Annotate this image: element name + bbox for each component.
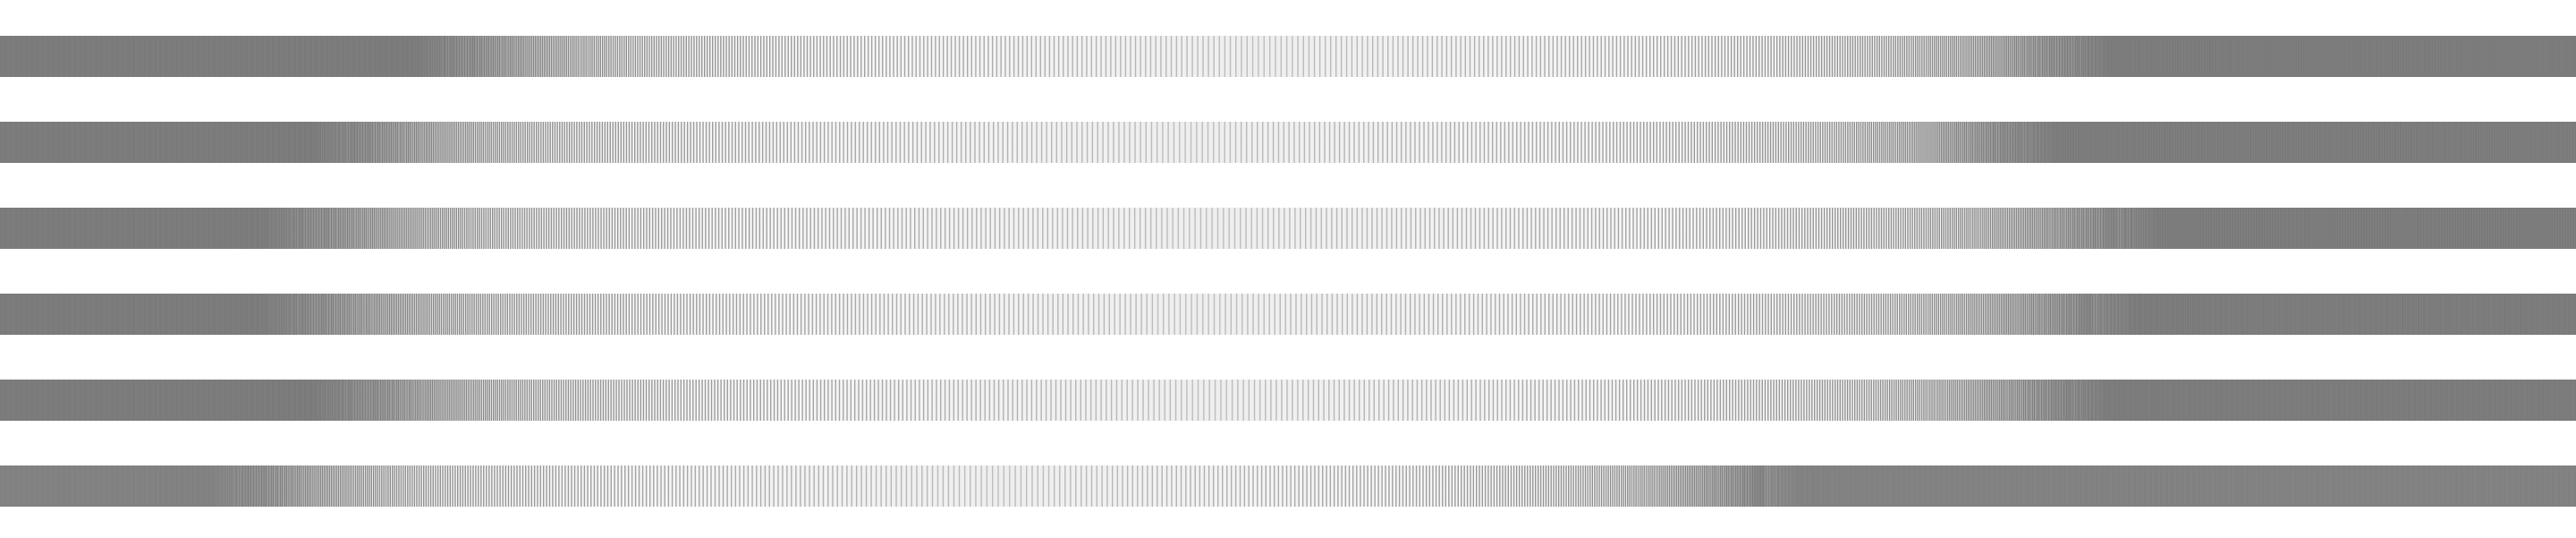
barcode-stripe-3	[0, 208, 2576, 249]
stripe-light-wash	[0, 36, 2576, 77]
stripe-light-wash	[0, 122, 2576, 163]
stripe-light-wash	[0, 208, 2576, 249]
barcode-stripe-1	[0, 36, 2576, 77]
barcode-stripe-2	[0, 122, 2576, 163]
barcode-stripe-4	[0, 294, 2576, 335]
